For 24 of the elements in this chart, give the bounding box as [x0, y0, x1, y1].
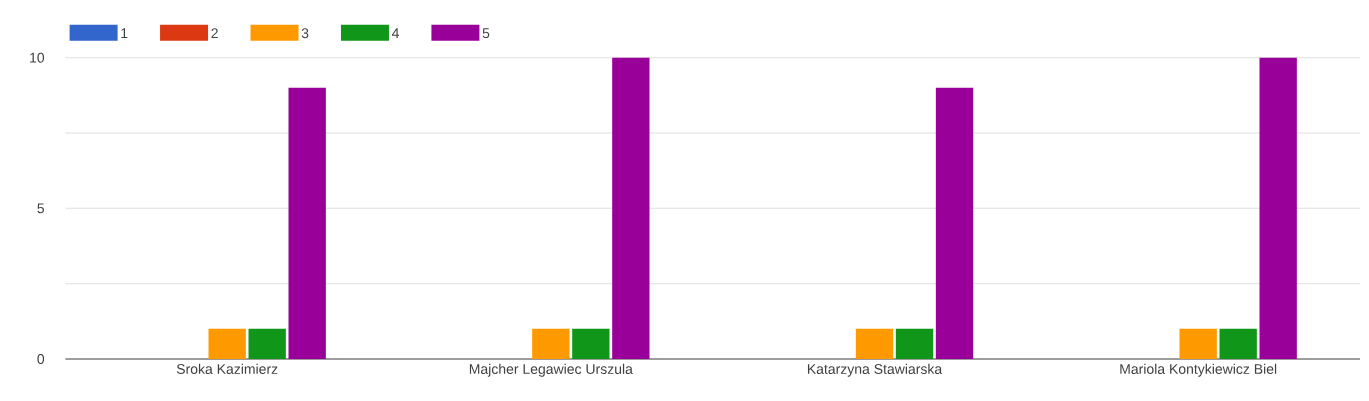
legend-label: 4	[391, 28, 399, 38]
x-tick-label: Mariola Kontykiewicz Biel	[1120, 363, 1277, 377]
bar	[1179, 328, 1217, 359]
bar	[532, 328, 570, 359]
bar	[572, 328, 610, 359]
x-tick-label: Majcher Legawiec Urszula	[469, 363, 633, 377]
bar	[248, 328, 286, 359]
bar	[1219, 328, 1257, 359]
bar	[288, 87, 326, 359]
bar	[895, 328, 934, 359]
bar	[612, 57, 650, 359]
x-tick-label: Sroka Kazimierz	[176, 363, 278, 374]
x-tick-label: Katarzyna Stawiarska	[807, 363, 943, 377]
y-tick-label: 0	[37, 354, 45, 364]
bar	[935, 87, 974, 359]
legend-label: 3	[301, 28, 309, 39]
legend-label: 2	[211, 28, 218, 39]
bar	[855, 328, 894, 359]
bar	[208, 328, 246, 359]
y-tick-label: 5	[37, 203, 45, 214]
bar	[1259, 57, 1297, 359]
y-tick-label: 10	[30, 52, 45, 63]
legend-label: 5	[482, 28, 490, 39]
legend-label: 1	[121, 28, 128, 38]
